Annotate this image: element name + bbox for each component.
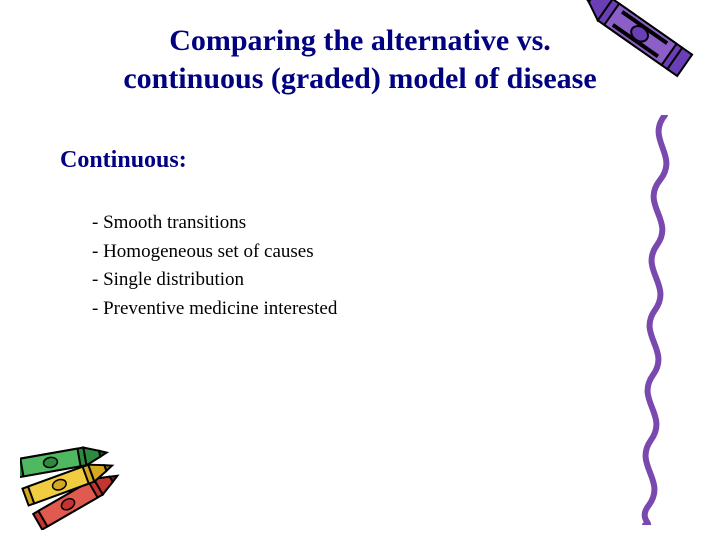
squiggle-line-icon bbox=[625, 115, 695, 525]
crayon-cluster-icon bbox=[20, 410, 140, 530]
purple-crayon-icon bbox=[565, 0, 720, 90]
title-line-2: continuous (graded) model of disease bbox=[123, 62, 596, 95]
slide-title: Comparing the alternative vs. continuous… bbox=[80, 0, 640, 97]
title-line-1: Comparing the alternative vs. bbox=[169, 24, 551, 57]
slide-subtitle: Continuous: bbox=[60, 147, 720, 174]
